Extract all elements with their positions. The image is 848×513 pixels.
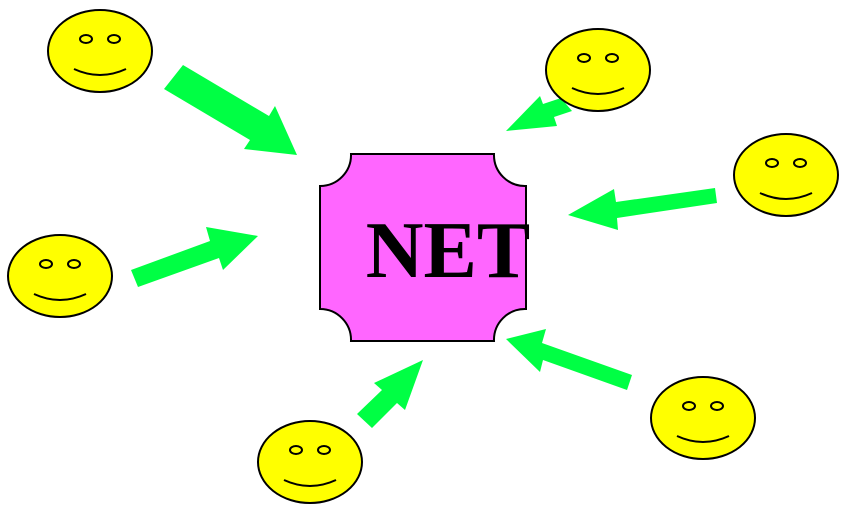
net-node: NET	[319, 153, 531, 342]
arrow-icon	[131, 227, 258, 287]
net-label: NET	[366, 207, 531, 295]
arrow-icon	[506, 96, 572, 131]
smileys	[7, 9, 839, 504]
smiley-face-icon	[650, 376, 756, 460]
smiley-face-icon	[7, 234, 113, 318]
arrow-icon	[164, 65, 297, 155]
arrow-icon	[568, 188, 717, 230]
smiley-face-icon	[47, 9, 153, 93]
arrow-icon	[357, 360, 423, 428]
arrow-icon	[506, 329, 632, 390]
smiley-face-icon	[257, 420, 363, 504]
arrows	[131, 65, 717, 428]
smiley-face-icon	[733, 133, 839, 217]
net-node-shape	[319, 153, 527, 342]
smiley-face-icon	[545, 28, 651, 112]
